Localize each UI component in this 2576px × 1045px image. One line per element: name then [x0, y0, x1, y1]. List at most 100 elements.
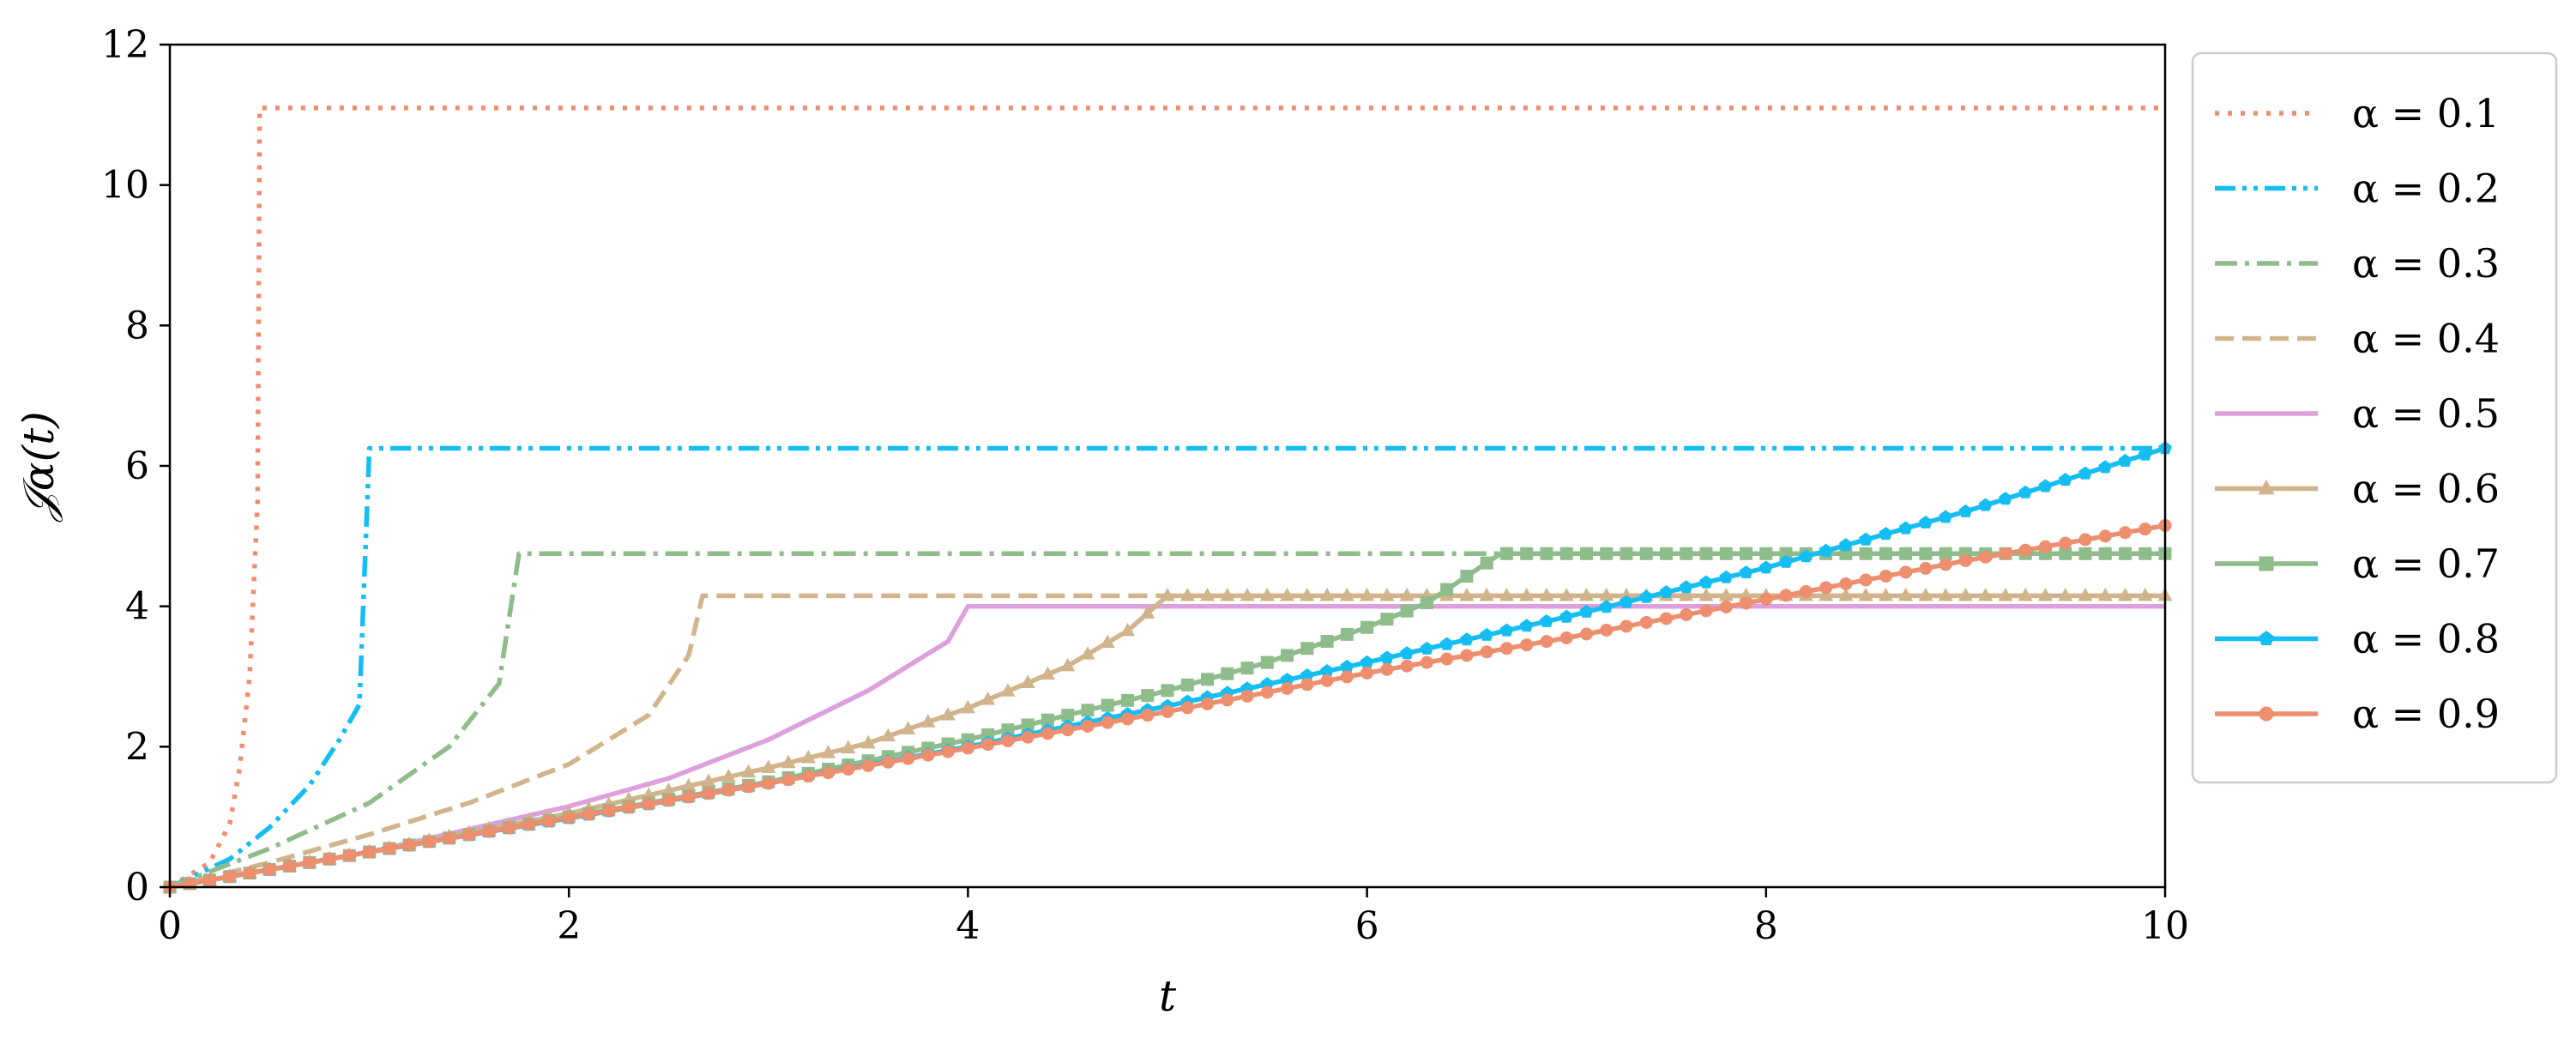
- series-5-marker-61: [1379, 587, 1395, 601]
- series-8-marker-37: [902, 752, 915, 765]
- legend-entry-5: α = 0.6: [2215, 466, 2500, 512]
- series-6-marker-79: [1740, 547, 1753, 560]
- series-6-marker-60: [1360, 620, 1374, 634]
- series-8-marker-50: [1161, 704, 1174, 718]
- series-8-marker-16: [482, 825, 496, 838]
- series-6-marker-70: [1559, 547, 1573, 560]
- series-5-marker-77: [1698, 587, 1714, 601]
- series-8: [163, 519, 2172, 894]
- legend-entry-2: α = 0.3: [2215, 240, 2500, 287]
- series-8-marker-82: [1799, 584, 1813, 598]
- series-5-marker-56: [1280, 587, 1295, 601]
- x-tick-label-4: 8: [1754, 904, 1778, 948]
- series-8-marker-10: [363, 845, 377, 859]
- series-8-marker-6: [283, 859, 297, 873]
- series-8-marker-96: [2078, 533, 2092, 547]
- series-5-marker-30: [761, 759, 776, 773]
- series-6-marker-98: [2118, 547, 2132, 560]
- series-6-marker-59: [1340, 627, 1354, 641]
- legend-label-4: α = 0.5: [2352, 390, 2500, 437]
- series-8-marker-99: [2139, 522, 2152, 536]
- y-axis-title: 𝒥α(t): [14, 411, 63, 522]
- series-8-marker-3: [223, 870, 237, 884]
- series-8-marker-28: [721, 783, 735, 797]
- series-8-marker-81: [1779, 589, 1793, 602]
- series-6-marker-75: [1660, 547, 1673, 560]
- series-6-marker-89: [1939, 547, 1952, 560]
- series-8-marker-9: [342, 849, 356, 862]
- legend-entry-0: α = 0.1: [2215, 90, 2500, 136]
- series-8-marker-23: [622, 800, 636, 814]
- series-3: [169, 593, 2165, 890]
- series-7-marker-60: [1360, 655, 1374, 668]
- series-8-marker-34: [842, 763, 855, 776]
- series-8-marker-67: [1499, 642, 1513, 655]
- series-7-marker-80: [1759, 560, 1773, 574]
- series-6-marker-72: [1600, 547, 1614, 560]
- series-5-marker-44: [1040, 666, 1055, 680]
- series-5-marker-32: [800, 749, 816, 764]
- series-6-marker-65: [1460, 570, 1474, 583]
- series-6-marker-46: [1081, 704, 1095, 717]
- series-7-marker-76: [1679, 580, 1693, 594]
- series-7-marker-59: [1340, 659, 1354, 673]
- series-7-marker-73: [1620, 595, 1633, 608]
- series-8-marker-46: [1081, 719, 1095, 733]
- series-6-marker-67: [1499, 547, 1513, 560]
- legend-box: [2191, 51, 2558, 784]
- series-6-marker-47: [1101, 698, 1114, 712]
- series-7-marker-98: [2118, 453, 2133, 467]
- series-8-marker-77: [1699, 604, 1713, 618]
- series-5-marker-33: [821, 745, 836, 758]
- y-tick-label-6: 12: [101, 23, 149, 67]
- series-6-marker-85: [1859, 547, 1873, 560]
- series-8-marker-39: [941, 745, 955, 758]
- series-5-marker-40: [960, 699, 975, 714]
- series-5-marker-43: [1020, 674, 1035, 688]
- series-7-marker-94: [2038, 479, 2053, 492]
- series-8-marker-76: [1680, 607, 1693, 621]
- series-7-marker-77: [1699, 575, 1713, 589]
- series-7-marker-61: [1379, 650, 1394, 664]
- series-8-marker-12: [402, 838, 416, 852]
- series-8-marker-42: [1001, 734, 1015, 747]
- series-8-marker-64: [1440, 652, 1454, 666]
- series-6-marker-88: [1919, 547, 1933, 560]
- x-tick-label-5: 10: [2141, 904, 2189, 948]
- series-7-marker-64: [1439, 637, 1454, 650]
- series-5-marker-57: [1300, 587, 1315, 601]
- series-6-marker-61: [1380, 613, 1394, 626]
- series-5-marker-47: [1100, 634, 1115, 649]
- series-8-marker-38: [921, 748, 935, 762]
- series-5-marker-76: [1679, 587, 1694, 601]
- series-6-marker-87: [1899, 547, 1913, 560]
- series-7-marker-65: [1460, 632, 1474, 646]
- series-8-marker-45: [1061, 723, 1075, 737]
- series-5-marker-41: [980, 692, 996, 705]
- series-8-marker-17: [502, 821, 516, 835]
- series-8-marker-80: [1759, 592, 1773, 606]
- series-7-marker-86: [1879, 527, 1893, 541]
- series-8-marker-25: [662, 794, 675, 807]
- series-8-marker-8: [323, 852, 336, 866]
- series-8-marker-95: [2059, 536, 2072, 550]
- series-5-marker-91: [1978, 587, 1994, 601]
- series-6-marker-64: [1440, 583, 1454, 596]
- series-line-5: [169, 593, 2165, 890]
- series-8-marker-68: [1520, 638, 1534, 652]
- series-5-marker-92: [1998, 587, 2013, 601]
- series-8-marker-30: [762, 776, 775, 790]
- series-7-marker-71: [1579, 604, 1594, 618]
- series-8-marker-5: [262, 863, 276, 877]
- series-8-marker-51: [1180, 701, 1194, 715]
- series-8-marker-27: [702, 787, 715, 800]
- series-8-marker-33: [822, 766, 836, 780]
- series-6-marker-49: [1141, 689, 1155, 703]
- series-line-1: [168, 445, 2165, 890]
- series-5-marker-93: [2018, 587, 2033, 601]
- series-6-marker-50: [1161, 684, 1174, 698]
- x-tick-label-2: 4: [956, 904, 980, 948]
- series-5-marker-65: [1459, 587, 1475, 601]
- series-8-marker-92: [1999, 547, 2012, 560]
- series-6-marker-53: [1221, 667, 1234, 680]
